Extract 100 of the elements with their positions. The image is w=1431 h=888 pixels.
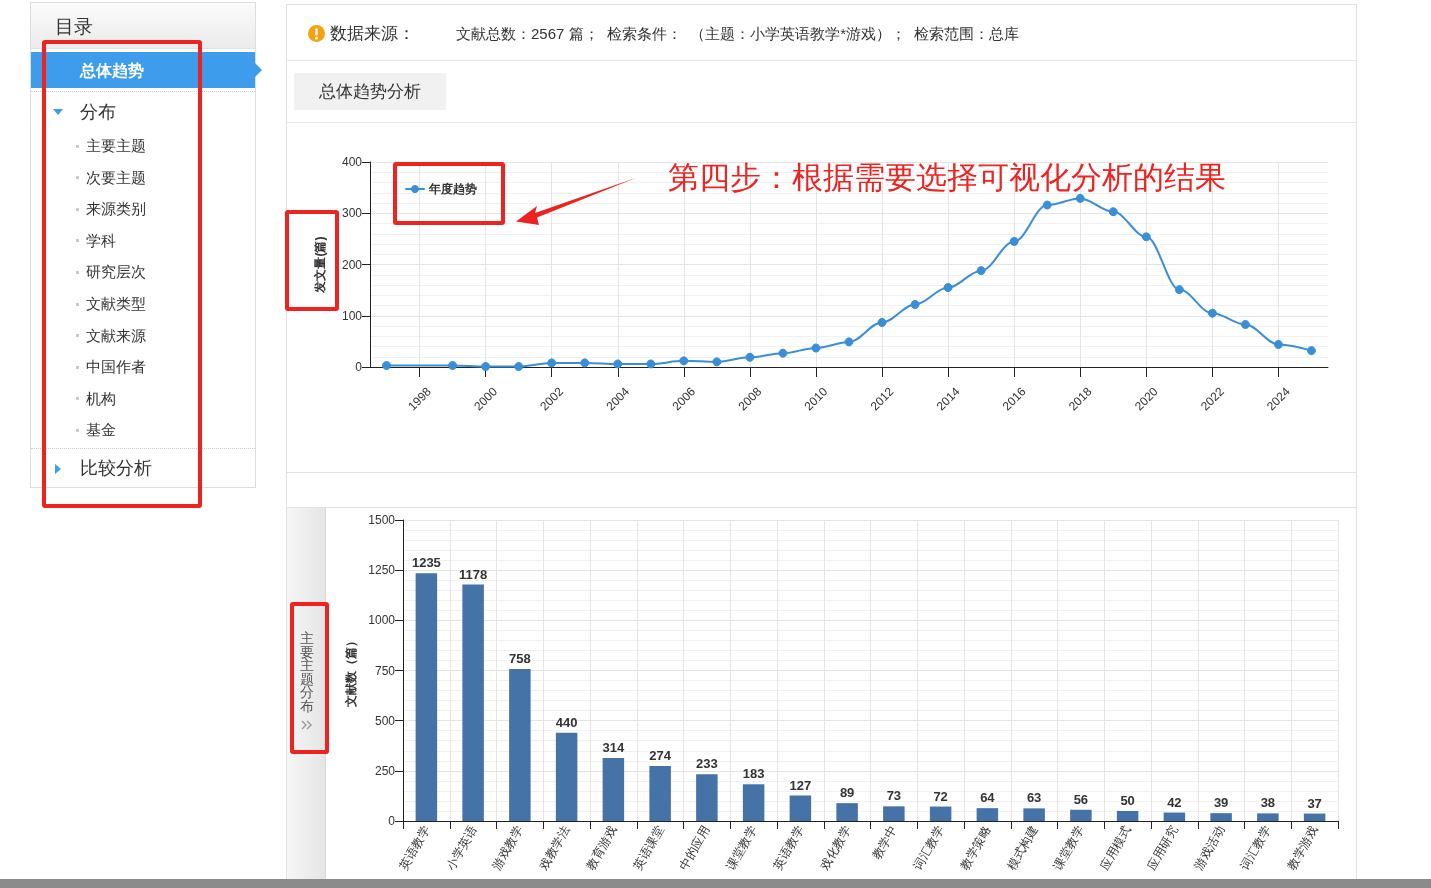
y-tick-label: 100 — [341, 308, 363, 323]
legend-label: 年度趋势 — [428, 182, 477, 196]
x-tick-label: 词汇教学 — [910, 823, 947, 873]
x-tick-label: 教学策略 — [957, 823, 994, 873]
x-tick-label: 中的应用 — [676, 823, 713, 873]
text: 次要主题 — [86, 168, 146, 187]
text: 总体趋势 — [80, 61, 144, 80]
data-label: 73 — [886, 788, 902, 804]
y-axis-title: 文献数（篇） — [344, 634, 359, 708]
y-tick-label: 250 — [374, 763, 396, 778]
point — [745, 352, 755, 362]
bar — [415, 573, 438, 821]
point — [910, 299, 920, 309]
x-tick-label: 词汇教学 — [1237, 823, 1274, 873]
point — [778, 348, 788, 358]
source-note: 数据来源： — [330, 23, 415, 45]
data-label: 183 — [742, 766, 765, 782]
data-label: 440 — [555, 714, 578, 730]
point — [1141, 232, 1151, 242]
bar — [696, 774, 718, 821]
x-tick-label: 教学中 — [869, 823, 900, 862]
point — [712, 357, 722, 367]
data-label: 274 — [649, 748, 672, 764]
x-tick-label: 教学游戏 — [1284, 823, 1321, 873]
data-label: 72 — [933, 788, 948, 804]
point — [1273, 339, 1283, 349]
x-tick-label: 小学英语 — [443, 823, 480, 873]
text: 学科 — [86, 231, 116, 250]
y-tick-label: 750 — [374, 663, 396, 678]
text: 文献类型 — [86, 295, 146, 313]
bar — [742, 784, 765, 821]
y-tick-label: 0 — [355, 360, 363, 374]
y-tick-label: 0 — [388, 814, 396, 828]
text: 研究层次 — [86, 263, 146, 282]
point — [844, 337, 854, 347]
bar — [976, 808, 999, 821]
chart-title: 总体趋势分析 — [319, 81, 421, 102]
y-axis-title: 发文量(篇) — [313, 236, 327, 294]
point — [547, 358, 557, 368]
data-label: 758 — [509, 650, 531, 666]
point — [1075, 193, 1085, 203]
point — [514, 361, 524, 371]
y-tick-label: 1500 — [368, 513, 396, 527]
text: 比较分析 — [80, 458, 152, 480]
data-label: 42 — [1167, 794, 1182, 810]
point — [943, 283, 953, 293]
y-tick-label: 300 — [341, 206, 363, 221]
x-tick-label: 课堂教学 — [723, 823, 760, 873]
data-label: 314 — [602, 739, 625, 755]
data-label: 37 — [1307, 795, 1322, 811]
data-label: 38 — [1260, 795, 1276, 811]
point — [811, 343, 821, 353]
data-label: 127 — [789, 777, 812, 793]
text: 机构 — [86, 389, 116, 408]
point — [976, 266, 986, 276]
x-tick-label: 教育游戏 — [583, 823, 620, 873]
tab: 总体趋势分析 — [294, 73, 446, 110]
text: 基金 — [86, 421, 116, 440]
bar — [1070, 809, 1092, 821]
point — [679, 356, 689, 366]
point — [580, 358, 590, 368]
bar — [836, 803, 858, 821]
y-tick-label: 500 — [374, 713, 396, 728]
data-label: 39 — [1213, 795, 1229, 811]
bar — [1163, 812, 1186, 821]
x-tick-label: 戏化教学 — [817, 823, 854, 873]
point — [1009, 236, 1019, 246]
data-label: 233 — [696, 756, 718, 772]
y-tick-label: 400 — [341, 155, 363, 169]
point — [448, 360, 458, 370]
text: 中国作者 — [86, 358, 146, 377]
bar — [602, 757, 625, 821]
text: 文献总数：2567 篇； 检索条件： （主题：小学英语教学*游戏）； 检索范围：总库 — [456, 24, 1020, 44]
x-tick-label: 课堂教学 — [1050, 823, 1087, 873]
point — [646, 359, 656, 369]
point — [481, 361, 491, 371]
bar — [1023, 808, 1045, 821]
x-tick-label: 应用模式 — [1097, 823, 1134, 873]
point — [877, 317, 887, 327]
bar — [789, 795, 812, 821]
bar — [1116, 810, 1139, 821]
data-label: 56 — [1073, 791, 1089, 807]
bar — [929, 806, 952, 821]
bar — [462, 584, 484, 821]
x-tick-label: 戏教学法 — [536, 823, 573, 873]
x-tick-label: 游戏教学 — [489, 823, 526, 873]
bar — [649, 766, 671, 821]
x-tick-label: 游戏活动 — [1191, 823, 1228, 873]
data-label: 50 — [1120, 792, 1135, 808]
point — [613, 359, 623, 369]
bar — [509, 668, 531, 821]
bar — [883, 806, 905, 821]
text: 主要主题 — [86, 137, 146, 155]
data-label: 64 — [980, 790, 996, 806]
text: 文献来源 — [86, 326, 146, 345]
point — [1306, 346, 1316, 356]
data-label: 1235 — [411, 555, 441, 571]
text: 来源类别 — [86, 200, 146, 219]
point — [1042, 200, 1052, 210]
point — [1240, 319, 1250, 329]
